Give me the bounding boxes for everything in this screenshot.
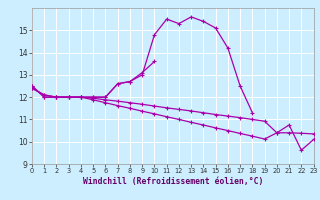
X-axis label: Windchill (Refroidissement éolien,°C): Windchill (Refroidissement éolien,°C) [83,177,263,186]
